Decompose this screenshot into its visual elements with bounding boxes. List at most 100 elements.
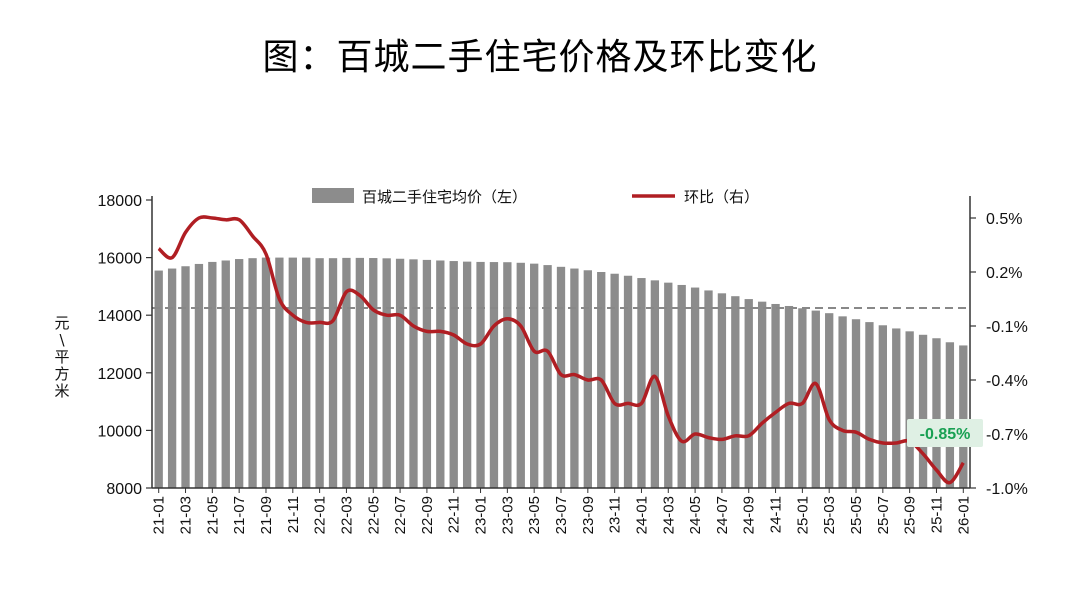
bar-23-12 (623, 275, 633, 488)
bar-22-12 (462, 261, 472, 488)
left-axis-label-char: 米 (54, 382, 69, 400)
right-tick-label: -1.0% (986, 481, 1028, 498)
x-tick-label: 23-07 (553, 496, 570, 534)
left-axis-ticks: 8000 10000 12000 14000 16000 18000 (98, 193, 152, 498)
bar-22-11 (449, 261, 458, 488)
right-axis-ticks: 0.5% 0.2% -0.1% -0.4% -0.7% -1.0% (970, 211, 1028, 498)
bar-22-04 (355, 257, 365, 488)
bar-21-06 (221, 260, 230, 488)
x-tick-label: 24-05 (687, 496, 704, 534)
bar-26-01 (959, 345, 968, 488)
left-axis-label-char: 元 (54, 314, 69, 332)
left-tick-label: 14000 (98, 308, 143, 325)
bar-21-07 (235, 259, 244, 488)
x-tick-label: 24-07 (714, 496, 731, 534)
x-tick-label: 23-09 (580, 496, 597, 534)
x-tick-label: 23-05 (526, 496, 543, 534)
bar-24-09 (744, 299, 753, 488)
bar-25-10 (918, 334, 928, 488)
bar-21-09 (261, 257, 271, 488)
x-tick-label: 23-01 (473, 496, 490, 534)
callout-latest-value: -0.85% (907, 419, 983, 447)
bar-22-05 (369, 258, 378, 488)
x-tick-label: 24-11 (768, 496, 785, 533)
bar-21-04 (194, 263, 204, 488)
bar-23-05 (530, 263, 539, 488)
x-tick-label: 22-11 (446, 496, 463, 533)
bar-25-02 (811, 310, 820, 488)
bar-21-10 (275, 257, 284, 488)
x-tick-label: 26-01 (955, 496, 972, 534)
bar-25-11 (932, 338, 941, 488)
line-series-mom (157, 215, 965, 485)
left-tick-label: 16000 (98, 251, 143, 268)
left-axis-label: 元\平方米 (54, 314, 69, 400)
legend-label-bar: 百城二手住宅均价（左） (362, 188, 527, 206)
x-tick-label: 21-05 (204, 496, 221, 534)
left-axis-label-char: 平 (54, 348, 69, 366)
right-tick-label: -0.4% (986, 373, 1028, 390)
bar-22-02 (328, 258, 338, 488)
left-tick-label: 12000 (98, 366, 143, 383)
right-tick-label: -0.7% (986, 427, 1028, 444)
bar-24-07 (717, 293, 727, 488)
bar-22-03 (342, 257, 351, 488)
bar-23-04 (516, 262, 525, 488)
bar-22-10 (436, 260, 445, 488)
bar-25-05 (851, 319, 861, 488)
bar-25-07 (878, 325, 887, 488)
bar-23-02 (489, 262, 499, 488)
callout-text: -0.85% (920, 426, 971, 443)
legend-swatch-bar (312, 188, 354, 203)
x-tick-label: 25-11 (928, 496, 945, 533)
bar-24-04 (677, 284, 686, 488)
x-tick-label: 21-01 (151, 496, 168, 534)
bar-22-07 (395, 258, 405, 488)
x-tick-label: 22-01 (312, 496, 329, 534)
x-tick-label: 21-07 (231, 496, 248, 534)
bar-21-03 (181, 266, 190, 488)
bar-25-03 (825, 313, 834, 488)
x-tick-label: 25-07 (875, 496, 892, 534)
bar-24-12 (784, 305, 794, 488)
page-title: 图：百城二手住宅价格及环比变化 (262, 37, 818, 78)
bar-25-01 (798, 308, 807, 488)
bar-22-01 (315, 258, 324, 488)
x-tick-label: 24-03 (660, 496, 677, 534)
x-tick-label: 25-01 (794, 496, 811, 534)
bar-25-06 (865, 322, 874, 488)
bar-24-05 (690, 287, 700, 488)
left-tick-label: 10000 (98, 423, 143, 440)
bar-21-11 (288, 257, 297, 488)
x-tick-label: 23-03 (499, 496, 516, 534)
x-tick-label: 24-09 (741, 496, 758, 534)
bar-24-03 (664, 282, 673, 488)
x-tick-label: 22-03 (338, 496, 355, 534)
bar-25-08 (892, 328, 901, 488)
bar-21-08 (248, 258, 257, 488)
bar-23-07 (556, 266, 566, 488)
x-tick-label: 25-09 (902, 496, 919, 534)
legend: 百城二手住宅均价（左） 环比（右） (312, 188, 759, 206)
bar-22-09 (422, 259, 432, 488)
left-tick-label: 8000 (106, 481, 142, 498)
bar-24-08 (731, 296, 740, 488)
bar-24-02 (650, 280, 660, 488)
bar-23-06 (543, 265, 552, 488)
bar-21-12 (302, 257, 311, 488)
bar-21-02 (167, 268, 177, 488)
bar-25-04 (838, 316, 847, 488)
x-tick-label: 21-09 (258, 496, 275, 534)
legend-label-line: 环比（右） (684, 188, 759, 206)
bar-23-11 (610, 273, 619, 488)
bar-24-06 (704, 290, 713, 488)
left-axis-label-char: \ (59, 331, 65, 349)
bar-21-05 (208, 261, 217, 488)
x-tick-label: 22-09 (419, 496, 436, 534)
bar-22-06 (382, 258, 391, 488)
bar-24-10 (757, 301, 767, 488)
bar-23-08 (570, 268, 579, 488)
x-tick-label: 25-03 (821, 496, 838, 534)
right-tick-label: -0.1% (986, 319, 1028, 336)
bar-24-01 (637, 278, 646, 488)
